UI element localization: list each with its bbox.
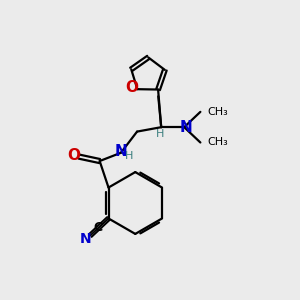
- Text: N: N: [180, 120, 192, 135]
- Text: N: N: [80, 232, 91, 246]
- Text: CH₃: CH₃: [208, 137, 229, 148]
- Text: O: O: [125, 80, 139, 95]
- Text: O: O: [67, 148, 80, 163]
- Text: N: N: [115, 143, 127, 158]
- Text: CH₃: CH₃: [208, 107, 229, 117]
- Text: H: H: [155, 129, 164, 139]
- Text: C: C: [94, 221, 103, 234]
- Text: H: H: [125, 151, 133, 161]
